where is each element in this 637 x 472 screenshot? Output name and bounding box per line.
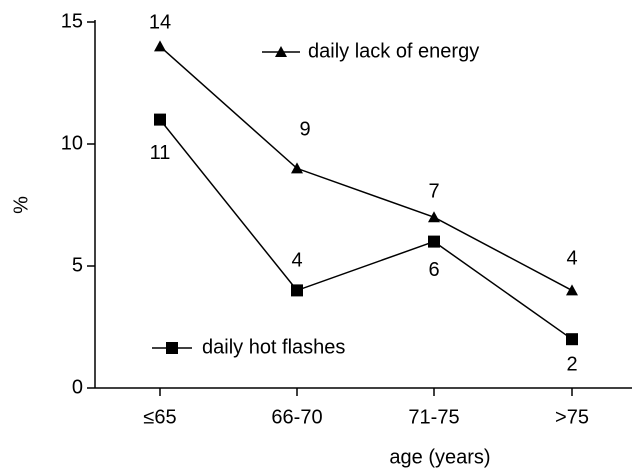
legend-label: daily lack of energy xyxy=(308,40,479,62)
point xyxy=(566,333,578,346)
x-tick-label: >75 xyxy=(555,406,589,428)
data-label: 7 xyxy=(428,180,439,202)
point xyxy=(428,235,440,248)
legend-marker xyxy=(166,342,178,354)
data-label: 9 xyxy=(299,119,310,141)
data-label: 11 xyxy=(150,142,171,164)
point xyxy=(291,162,303,174)
y-tick-label: 10 xyxy=(61,132,83,154)
y-tick-label: 15 xyxy=(61,10,83,32)
data-label: 2 xyxy=(566,353,577,375)
legend-marker xyxy=(275,46,287,57)
point xyxy=(291,284,303,297)
data-label: 14 xyxy=(149,12,171,34)
x-tick-label: 71-75 xyxy=(408,406,459,428)
x-tick-label: ≤65 xyxy=(143,406,176,428)
data-label: 6 xyxy=(428,259,439,281)
point xyxy=(154,40,166,52)
x-tick-label: 66-70 xyxy=(271,406,322,428)
y-tick-label: 5 xyxy=(72,254,83,276)
y-tick-label: 0 xyxy=(72,376,83,398)
series-line xyxy=(159,119,573,340)
point xyxy=(566,284,578,296)
data-label: 4 xyxy=(566,248,577,270)
point xyxy=(428,211,440,223)
point xyxy=(154,113,166,126)
legend-label: daily hot flashes xyxy=(202,336,345,358)
series-line xyxy=(159,45,573,292)
y-axis-label: % xyxy=(10,196,32,214)
data-label: 4 xyxy=(291,250,302,272)
x-axis-label: age (years) xyxy=(389,446,490,468)
